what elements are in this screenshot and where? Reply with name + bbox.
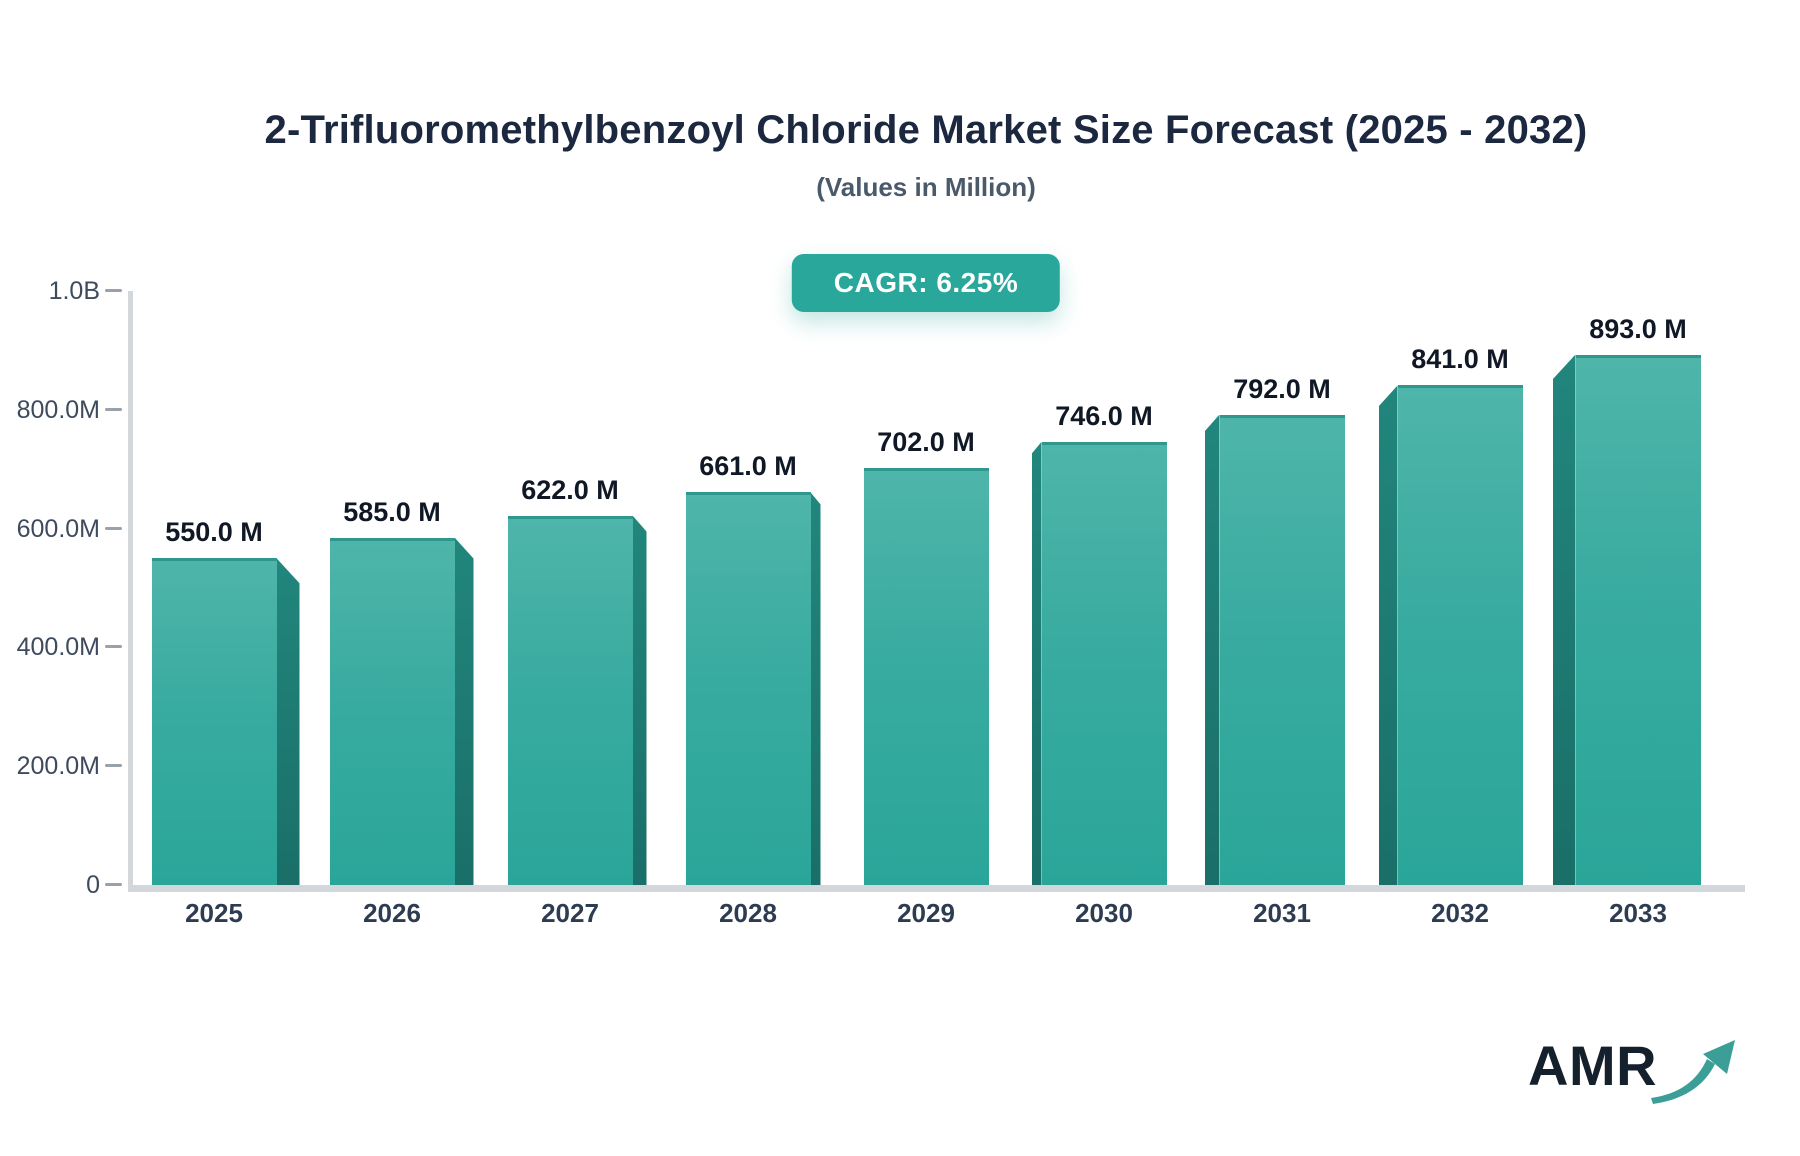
bar-value-label: 585.0 M xyxy=(343,496,441,527)
x-axis-label: 2025 xyxy=(185,898,243,928)
y-axis-tick xyxy=(105,289,122,292)
y-axis-label: 400.0M xyxy=(16,633,100,662)
y-axis-tick xyxy=(105,883,122,886)
bar-value-label: 841.0 M xyxy=(1411,344,1509,375)
logo-arrow-icon xyxy=(1651,1040,1736,1104)
bar-value-label: 792.0 M xyxy=(1233,373,1331,404)
bar xyxy=(329,537,455,885)
bar xyxy=(1219,414,1345,885)
bar-value-label: 893.0 M xyxy=(1589,313,1687,344)
bar-value-label: 702.0 M xyxy=(877,427,975,457)
y-axis-tick xyxy=(105,764,122,768)
bar xyxy=(1041,441,1167,885)
amr-logo: AMR xyxy=(1528,1036,1743,1110)
y-axis-tick xyxy=(105,645,122,649)
bar xyxy=(151,558,277,885)
bar-side-face-left xyxy=(1204,414,1220,885)
bar-side-face-left xyxy=(1378,385,1398,885)
bar-side-face-right xyxy=(632,515,647,885)
bar-side-face-right xyxy=(276,558,300,885)
y-axis-label: 800.0M xyxy=(16,395,100,424)
x-axis-label: 2029 xyxy=(897,898,955,928)
x-axis-label: 2031 xyxy=(1253,898,1311,928)
bar xyxy=(507,515,633,885)
bar-value-label: 622.0 M xyxy=(521,474,619,505)
amr-logo-text: AMR xyxy=(1528,1034,1658,1097)
bar xyxy=(1397,385,1523,885)
y-axis-label: 0 xyxy=(86,871,100,899)
bar-side-face-right xyxy=(454,537,474,885)
y-axis-tick xyxy=(105,526,122,530)
y-axis-line xyxy=(128,291,133,892)
bar-value-label: 661.0 M xyxy=(699,451,797,482)
x-axis-label: 2028 xyxy=(719,898,777,928)
bar-value-label: 550.0 M xyxy=(165,517,263,548)
x-axis-line xyxy=(128,885,1745,892)
bar xyxy=(863,468,989,885)
x-axis-label: 2033 xyxy=(1609,898,1667,928)
bar-value-label: 746.0 M xyxy=(1055,400,1153,431)
y-axis-label: 600.0M xyxy=(16,514,100,543)
cagr-badge: CAGR: 6.25% xyxy=(791,254,1061,312)
y-axis-label: 1.0B xyxy=(48,277,100,305)
y-axis-tick xyxy=(105,407,122,411)
x-axis-label: 2030 xyxy=(1075,898,1133,928)
bar-side-face-left xyxy=(1552,354,1576,885)
chart-subtitle: (Values in Million) xyxy=(816,172,1036,202)
chart-title: 2-Trifluoromethylbenzoyl Chloride Market… xyxy=(264,108,1588,152)
y-axis-label: 200.0M xyxy=(16,752,100,781)
bar xyxy=(1575,354,1701,885)
bar xyxy=(685,492,811,885)
x-axis-label: 2026 xyxy=(363,898,421,928)
bar-side-face-right xyxy=(810,492,821,885)
x-axis-label: 2032 xyxy=(1431,898,1489,928)
x-axis-label: 2027 xyxy=(541,898,599,928)
bar-side-face-left xyxy=(1031,441,1042,885)
